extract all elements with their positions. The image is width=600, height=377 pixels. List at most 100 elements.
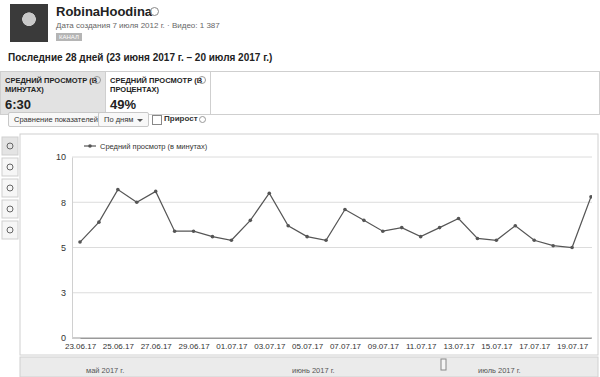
navigator-handle[interactable]: [441, 359, 446, 370]
x-axis-line: [81, 338, 592, 339]
period-title: Последние 28 дней (23 июня 2017 г. – 20 …: [8, 52, 272, 63]
point[interactable]: [286, 224, 290, 228]
growth-checkbox[interactable]: [152, 115, 162, 125]
metric-card[interactable]: СРЕДНИЙ ПРОСМОТР (В МИНУТАХ) 6:30: [0, 71, 106, 115]
point[interactable]: [135, 200, 139, 204]
plot-area: [78, 188, 592, 250]
point[interactable]: [305, 235, 309, 239]
metric-label: СРЕДНИЙ ПРОСМОТР (В МИНУТАХ): [5, 76, 99, 94]
navigator-month: июль 2017 г.: [478, 366, 521, 375]
sidebar-icon[interactable]: [2, 137, 18, 155]
sidebar-glyph: [7, 206, 13, 212]
x-tick: 11.07.17: [406, 338, 437, 351]
point[interactable]: [495, 238, 499, 242]
series-line: [80, 190, 591, 248]
navigator-month: май 2017 г.: [86, 366, 124, 375]
metric-card[interactable]: СРЕДНИЙ ПРОСМОТР (В ПРОЦЕНТАХ) 49%: [105, 71, 211, 115]
x-axis: 23.06.17 25.06.17 27.06.17 29.06.17 01.07.17…: [65, 338, 592, 351]
x-tick: 15.07.17: [481, 338, 513, 351]
sidebar-icon[interactable]: [2, 200, 18, 218]
legend-label: Средний просмотр (в минутах): [100, 142, 208, 151]
period-button[interactable]: По дням: [98, 112, 149, 127]
y-tick-label: 8: [61, 198, 66, 208]
navigator-bg: [20, 357, 598, 377]
button-label: Сравнение показателей: [14, 115, 98, 124]
point[interactable]: [249, 219, 253, 223]
x-tick: 03.07.17: [254, 338, 286, 351]
help-icon[interactable]: [198, 76, 206, 84]
point[interactable]: [230, 238, 234, 242]
y-tick: 3: [61, 288, 72, 298]
metric-label: СРЕДНИЙ ПРОСМОТР (В ПРОЦЕНТАХ): [110, 76, 204, 94]
point[interactable]: [532, 238, 536, 242]
point[interactable]: [476, 237, 480, 241]
help-icon[interactable]: [199, 116, 206, 123]
point[interactable]: [324, 238, 328, 242]
sidebar-glyph: [7, 143, 13, 149]
grid-line: [72, 157, 592, 158]
y-axis-line: [72, 158, 73, 339]
navigator-month: июнь 2017 г.: [292, 366, 335, 375]
x-tick-label: 17.07.17: [519, 342, 551, 351]
x-tick-label: 15.07.17: [481, 342, 513, 351]
x-tick-label: 23.06.17: [65, 342, 97, 351]
x-tick: 09.07.17: [368, 338, 400, 351]
point[interactable]: [419, 235, 423, 239]
channel-info: Дата создания 7 июля 2012 г. · Видео: 1 …: [56, 21, 220, 30]
x-tick: 13.07.17: [443, 338, 475, 351]
point[interactable]: [400, 226, 404, 230]
x-tick: 07.07.17: [330, 338, 362, 351]
y-tick-label: 5: [61, 243, 66, 253]
x-tick: 23.06.17: [65, 338, 97, 351]
point[interactable]: [381, 229, 385, 233]
sidebar-icon[interactable]: [2, 179, 18, 197]
point[interactable]: [78, 240, 82, 244]
chart: 03581023.06.1725.06.1727.06.1729.06.1701…: [0, 133, 600, 377]
x-tick: 01.07.17: [216, 338, 248, 351]
point[interactable]: [192, 229, 196, 233]
point[interactable]: [211, 235, 215, 239]
x-tick: 25.06.17: [103, 338, 135, 351]
sidebar: [2, 137, 18, 239]
x-tick-label: 27.06.17: [141, 342, 173, 351]
x-tick-label: 13.07.17: [443, 342, 475, 351]
x-tick-label: 01.07.17: [216, 342, 248, 351]
x-tick-label: 25.06.17: [103, 342, 135, 351]
metric-value: 49%: [110, 97, 136, 112]
point[interactable]: [438, 226, 442, 230]
point[interactable]: [362, 219, 366, 223]
y-tick: 10: [56, 152, 72, 162]
point[interactable]: [116, 188, 120, 192]
help-icon[interactable]: [93, 76, 101, 84]
grid-line: [72, 202, 592, 203]
x-tick-label: 03.07.17: [254, 342, 286, 351]
sidebar-icon[interactable]: [2, 221, 18, 239]
channel-badge: КАНАЛ: [56, 33, 82, 41]
point[interactable]: [267, 191, 271, 195]
navigator[interactable]: май 2017 г. июнь 2017 г. июль 2017 г.: [20, 357, 598, 377]
channel-icon: [150, 7, 159, 16]
sidebar-glyph: [7, 164, 13, 170]
button-label: По дням: [104, 115, 133, 124]
sidebar-glyph: [7, 185, 13, 191]
channel-name: RobinaHoodina: [56, 4, 152, 19]
x-tick-label: 29.06.17: [178, 342, 210, 351]
point[interactable]: [551, 244, 555, 248]
legend-marker: [88, 144, 92, 148]
point[interactable]: [513, 224, 517, 228]
point[interactable]: [457, 217, 461, 221]
x-tick: 19.07.17: [557, 338, 589, 351]
point[interactable]: [154, 190, 158, 194]
point[interactable]: [97, 220, 101, 224]
point[interactable]: [589, 195, 592, 199]
sidebar-glyph: [7, 227, 13, 233]
point[interactable]: [570, 246, 574, 250]
point[interactable]: [343, 208, 347, 212]
sidebar-icon[interactable]: [2, 158, 18, 176]
x-tick-label: 11.07.17: [406, 342, 437, 351]
point[interactable]: [173, 229, 177, 233]
metric-value: 6:30: [5, 97, 31, 112]
y-axis: 035810: [56, 152, 73, 343]
x-tick-label: 07.07.17: [330, 342, 362, 351]
y-tick: 5: [61, 243, 72, 253]
